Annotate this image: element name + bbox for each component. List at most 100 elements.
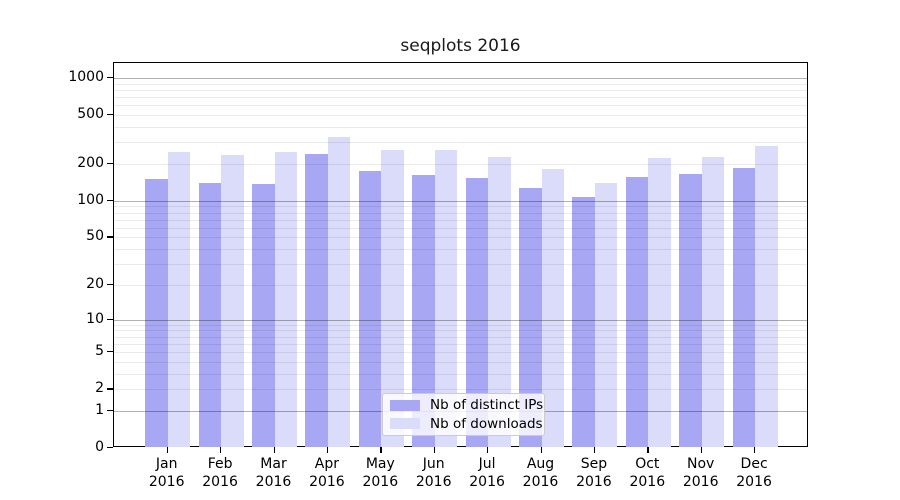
minor-gridline bbox=[114, 105, 807, 107]
bar-nov-ips bbox=[679, 174, 702, 447]
x-tick-label-aug: Aug 2016 bbox=[506, 455, 576, 491]
legend-entry: Nb of downloads bbox=[390, 415, 543, 434]
x-tick-year: 2016 bbox=[362, 474, 399, 490]
minor-gridline bbox=[114, 115, 807, 117]
bar-dec-downloads bbox=[755, 146, 778, 447]
bar-jan-ips bbox=[145, 179, 168, 447]
x-tick-year: 2016 bbox=[202, 474, 238, 490]
y-tick-mark bbox=[107, 351, 113, 353]
minor-gridline bbox=[114, 373, 807, 375]
chart-title: seqplots 2016 bbox=[400, 36, 521, 56]
minor-gridline bbox=[114, 142, 807, 144]
x-tick-year: 2016 bbox=[736, 474, 772, 490]
x-tick-year: 2016 bbox=[576, 474, 612, 490]
bar-jun-ips bbox=[412, 175, 435, 447]
minor-gridline bbox=[114, 249, 807, 251]
y-tick-label: 1000 bbox=[68, 69, 104, 85]
x-tick-month: Aug bbox=[526, 456, 555, 472]
y-tick-mark bbox=[107, 114, 113, 116]
x-tick-mark bbox=[593, 447, 596, 453]
y-tick-mark bbox=[107, 447, 113, 449]
bar-feb-downloads bbox=[221, 155, 244, 447]
legend-label: Nb of downloads bbox=[430, 415, 543, 432]
y-tick-mark bbox=[107, 318, 113, 320]
x-tick-year: 2016 bbox=[629, 474, 666, 490]
major-gridline bbox=[114, 319, 807, 321]
bar-mar-ips bbox=[252, 183, 275, 447]
x-tick-label-may: May 2016 bbox=[345, 455, 415, 491]
x-tick-month: Jul bbox=[478, 456, 496, 472]
x-tick-label-dec: Dec 2016 bbox=[719, 455, 789, 491]
x-tick-month: Jun bbox=[422, 456, 445, 472]
minor-gridline bbox=[114, 227, 807, 229]
bar-aug-ips bbox=[519, 188, 542, 447]
bar-sep-downloads bbox=[594, 183, 618, 447]
y-tick-label: 500 bbox=[77, 106, 104, 123]
bar-mar-downloads bbox=[274, 151, 297, 447]
bar-nov-downloads bbox=[701, 156, 725, 447]
y-tick-mark bbox=[107, 409, 113, 412]
bar-dec-ips bbox=[732, 168, 756, 447]
y-tick-mark bbox=[107, 77, 113, 79]
x-tick-mark bbox=[700, 447, 703, 453]
x-tick-mark bbox=[166, 447, 169, 453]
bar-apr-ips bbox=[305, 154, 328, 447]
x-tick-mark bbox=[754, 447, 756, 453]
y-tick-label: 200 bbox=[77, 155, 104, 171]
legend-swatch bbox=[390, 399, 420, 411]
x-tick-year: 2016 bbox=[309, 474, 345, 490]
minor-gridline bbox=[114, 343, 807, 345]
minor-gridline bbox=[114, 97, 807, 99]
y-tick-mark bbox=[107, 163, 113, 165]
x-tick-label-nov: Nov 2016 bbox=[666, 455, 736, 491]
y-tick-label: 2 bbox=[95, 380, 104, 397]
x-tick-label-jul: Jul 2016 bbox=[452, 455, 522, 491]
y-tick-label: 0 bbox=[95, 439, 104, 455]
minor-gridline bbox=[114, 89, 807, 91]
x-tick-label-apr: Apr 2016 bbox=[292, 455, 362, 491]
x-tick-mark bbox=[647, 447, 649, 453]
x-tick-month: Mar bbox=[260, 456, 287, 472]
legend-entry: Nb of distinct IPs bbox=[390, 396, 543, 415]
y-tick-mark bbox=[107, 199, 113, 202]
bar-jul-ips bbox=[465, 178, 489, 447]
minor-gridline bbox=[114, 330, 807, 332]
minor-gridline bbox=[114, 284, 807, 286]
x-tick-label-sep: Sep 2016 bbox=[559, 455, 629, 491]
bar-aug-downloads bbox=[541, 169, 564, 447]
y-tick-label: 10 bbox=[86, 310, 104, 327]
x-tick-mark bbox=[540, 447, 542, 453]
x-tick-month: Dec bbox=[740, 456, 768, 472]
bar-jul-downloads bbox=[488, 157, 511, 447]
plot-area bbox=[113, 62, 808, 447]
minor-gridline bbox=[114, 336, 807, 338]
bar-feb-ips bbox=[198, 183, 222, 447]
minor-gridline bbox=[114, 352, 807, 353]
minor-gridline bbox=[114, 237, 807, 239]
x-tick-label-jan: Jan 2016 bbox=[132, 455, 202, 491]
x-tick-month: Apr bbox=[314, 456, 339, 472]
x-tick-mark bbox=[380, 447, 382, 453]
x-tick-year: 2016 bbox=[522, 474, 559, 490]
bar-jan-downloads bbox=[167, 152, 191, 447]
x-tick-month: Nov bbox=[687, 456, 715, 472]
minor-gridline bbox=[114, 324, 807, 326]
bar-apr-downloads bbox=[327, 137, 351, 447]
bar-may-ips bbox=[358, 171, 382, 447]
minor-gridline bbox=[114, 219, 807, 221]
x-tick-label-feb: Feb 2016 bbox=[185, 455, 255, 491]
minor-gridline bbox=[114, 264, 807, 266]
x-tick-label-jun: Jun 2016 bbox=[399, 455, 469, 491]
x-tick-mark bbox=[220, 447, 222, 453]
x-tick-mark bbox=[326, 447, 329, 453]
x-tick-month: Sep bbox=[580, 456, 608, 472]
major-gridline bbox=[114, 78, 807, 79]
x-tick-mark bbox=[487, 447, 489, 453]
legend-label: Nb of distinct IPs bbox=[430, 397, 544, 414]
y-tick-label: 20 bbox=[86, 275, 104, 292]
major-gridline bbox=[114, 200, 807, 202]
x-tick-mark bbox=[273, 447, 275, 453]
bar-oct-downloads bbox=[648, 157, 671, 447]
y-tick-mark bbox=[107, 236, 113, 238]
